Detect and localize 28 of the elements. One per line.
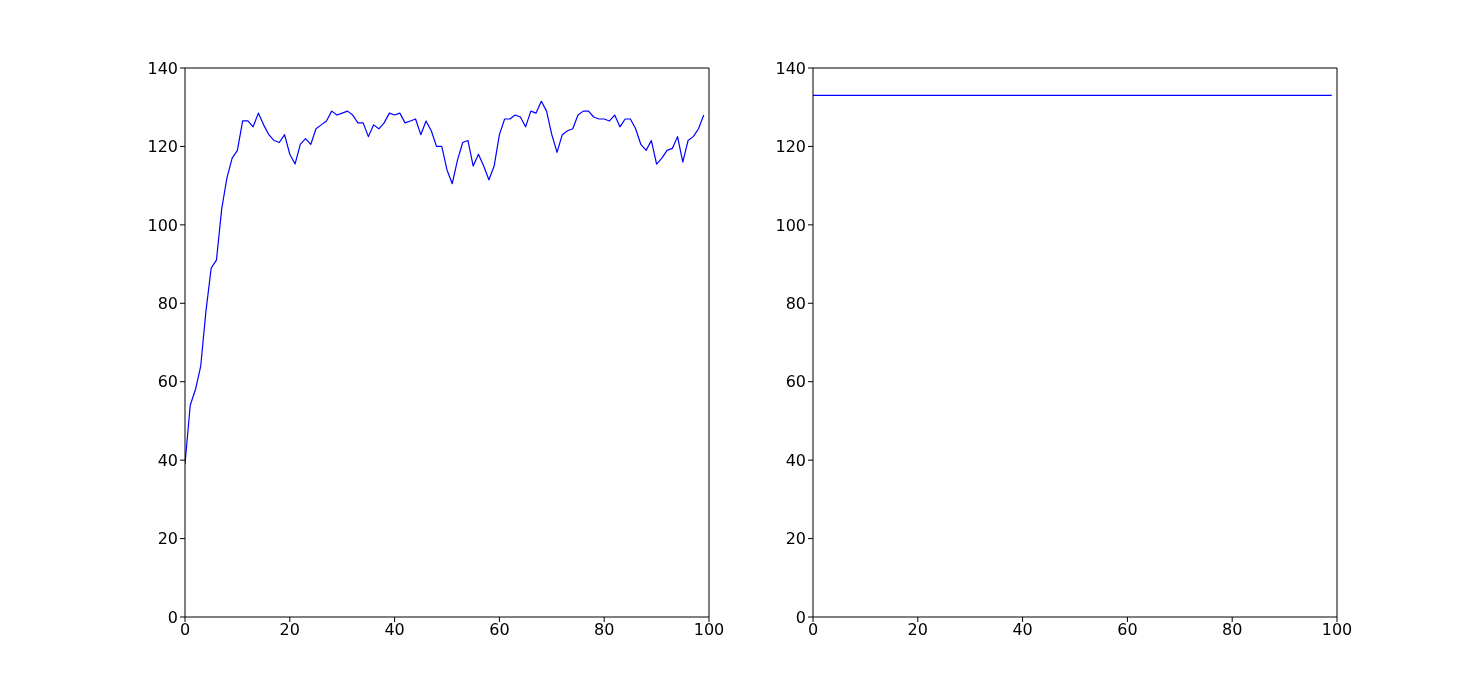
x-tick-label: 0	[807, 620, 819, 640]
x-tick-label: 60	[489, 620, 510, 640]
y-tick-label: 140	[147, 58, 178, 78]
x-tick-label: 20	[279, 620, 300, 640]
y-tick-label: 100	[147, 215, 178, 235]
y-tick-label: 40	[785, 450, 806, 470]
x-tick-label: 60	[1117, 620, 1138, 640]
y-tick-label: 120	[147, 137, 178, 157]
x-tick-label: 0	[179, 620, 191, 640]
y-tick-label: 60	[785, 372, 806, 392]
y-tick-label: 0	[167, 607, 178, 627]
y-tick-label: 40	[157, 450, 178, 470]
y-tick-label: 80	[785, 293, 806, 313]
x-tick-label: 40	[384, 620, 405, 640]
x-tick-label: 100	[1321, 620, 1353, 640]
y-tick-label: 100	[775, 215, 806, 235]
x-tick-label: 80	[1222, 620, 1243, 640]
y-tick-label: 140	[775, 58, 806, 78]
y-tick-label: 0	[795, 607, 806, 627]
y-tick-label: 20	[157, 529, 178, 549]
y-tick-label: 60	[157, 372, 178, 392]
x-tick-label: 100	[693, 620, 725, 640]
y-tick-label: 80	[157, 293, 178, 313]
x-tick-label: 40	[1012, 620, 1033, 640]
x-tick-label: 20	[907, 620, 928, 640]
y-tick-label: 20	[785, 529, 806, 549]
y-tick-label: 120	[775, 137, 806, 157]
x-tick-label: 80	[594, 620, 615, 640]
